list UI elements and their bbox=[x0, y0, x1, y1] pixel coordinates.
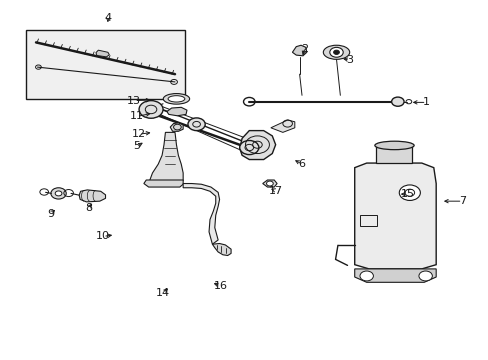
Circle shape bbox=[51, 188, 66, 199]
Polygon shape bbox=[79, 190, 105, 202]
Circle shape bbox=[359, 271, 373, 281]
Circle shape bbox=[187, 118, 205, 131]
Circle shape bbox=[418, 271, 431, 281]
Polygon shape bbox=[292, 45, 306, 56]
Bar bbox=[26, 30, 184, 99]
Polygon shape bbox=[149, 132, 183, 181]
Text: 1: 1 bbox=[422, 98, 429, 107]
Circle shape bbox=[333, 50, 339, 54]
Circle shape bbox=[391, 97, 403, 106]
Text: 10: 10 bbox=[96, 231, 110, 242]
Text: 15: 15 bbox=[400, 189, 414, 199]
Bar bbox=[376, 146, 411, 163]
Text: 8: 8 bbox=[85, 203, 92, 213]
Text: 16: 16 bbox=[213, 281, 227, 291]
Circle shape bbox=[399, 185, 420, 201]
Circle shape bbox=[266, 181, 273, 186]
Ellipse shape bbox=[163, 94, 189, 104]
Polygon shape bbox=[212, 243, 231, 256]
Polygon shape bbox=[143, 180, 183, 187]
Polygon shape bbox=[262, 180, 277, 187]
Text: 12: 12 bbox=[132, 129, 146, 139]
Bar bbox=[360, 215, 376, 226]
Text: 7: 7 bbox=[458, 196, 465, 206]
Polygon shape bbox=[166, 107, 186, 116]
Polygon shape bbox=[96, 50, 109, 57]
Text: 9: 9 bbox=[47, 208, 54, 219]
Text: 17: 17 bbox=[268, 186, 282, 195]
Polygon shape bbox=[270, 120, 294, 132]
Circle shape bbox=[139, 101, 163, 118]
Text: 4: 4 bbox=[104, 13, 111, 23]
Polygon shape bbox=[170, 123, 183, 131]
Text: 2: 2 bbox=[300, 45, 307, 54]
Text: 5: 5 bbox=[133, 141, 140, 152]
Text: 6: 6 bbox=[298, 159, 305, 169]
Circle shape bbox=[55, 191, 62, 196]
Ellipse shape bbox=[323, 45, 349, 59]
Text: 13: 13 bbox=[127, 96, 141, 105]
Text: 3: 3 bbox=[346, 55, 353, 65]
Circle shape bbox=[329, 48, 343, 57]
Text: 11: 11 bbox=[129, 112, 143, 121]
Polygon shape bbox=[354, 269, 435, 282]
Text: 14: 14 bbox=[156, 288, 170, 298]
Ellipse shape bbox=[168, 96, 184, 102]
Circle shape bbox=[239, 140, 258, 154]
Polygon shape bbox=[183, 184, 219, 244]
Polygon shape bbox=[354, 163, 435, 269]
Polygon shape bbox=[239, 131, 275, 159]
Ellipse shape bbox=[374, 141, 413, 150]
